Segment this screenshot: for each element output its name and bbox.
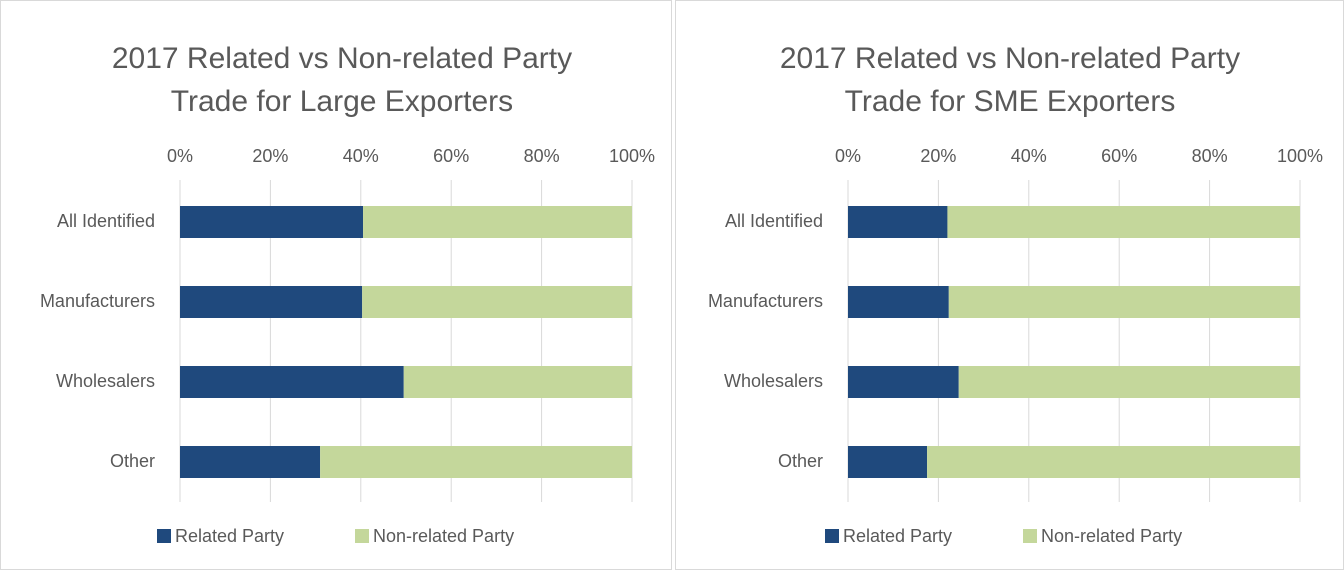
x-tick-label: 40%	[1011, 146, 1047, 166]
bar	[948, 286, 1300, 318]
bar	[363, 206, 632, 238]
bar	[180, 446, 321, 478]
x-tick-label: 20%	[920, 146, 956, 166]
legend-swatch	[157, 529, 171, 543]
x-tick-label: 80%	[1192, 146, 1228, 166]
bar	[947, 206, 1300, 238]
bar	[320, 446, 632, 478]
legend-label: Non-related Party	[1041, 526, 1182, 546]
y-tick-label: All Identified	[57, 211, 155, 231]
bar	[848, 446, 928, 478]
chart-title: Trade for Large Exporters	[171, 85, 513, 118]
chart-title: 2017 Related vs Non-related Party	[112, 42, 572, 75]
bar	[362, 286, 632, 318]
bar	[180, 206, 364, 238]
y-tick-label: Other	[110, 451, 155, 471]
y-tick-label: Other	[778, 451, 823, 471]
bar	[958, 366, 1300, 398]
x-tick-label: 40%	[343, 146, 379, 166]
x-tick-label: 80%	[524, 146, 560, 166]
bar	[180, 286, 363, 318]
x-tick-label: 60%	[433, 146, 469, 166]
x-tick-label: 60%	[1101, 146, 1137, 166]
legend-label: Related Party	[843, 526, 952, 546]
chart-title: 2017 Related vs Non-related Party	[780, 42, 1240, 75]
legend-swatch	[355, 529, 369, 543]
legend-swatch	[1023, 529, 1037, 543]
x-tick-label: 20%	[252, 146, 288, 166]
y-tick-label: Wholesalers	[56, 371, 155, 391]
bar	[927, 446, 1300, 478]
bar	[180, 366, 404, 398]
legend-label: Non-related Party	[373, 526, 514, 546]
y-tick-label: All Identified	[725, 211, 823, 231]
y-tick-label: Manufacturers	[40, 291, 155, 311]
legend-swatch	[825, 529, 839, 543]
x-tick-label: 0%	[167, 146, 193, 166]
chart-title: Trade for SME Exporters	[845, 85, 1176, 118]
y-tick-label: Wholesalers	[724, 371, 823, 391]
bar	[403, 366, 632, 398]
x-tick-label: 100%	[1277, 146, 1323, 166]
bar	[848, 206, 948, 238]
x-tick-label: 0%	[835, 146, 861, 166]
bar	[848, 366, 959, 398]
bar	[848, 286, 949, 318]
x-tick-label: 100%	[609, 146, 655, 166]
y-tick-label: Manufacturers	[708, 291, 823, 311]
legend-label: Related Party	[175, 526, 284, 546]
